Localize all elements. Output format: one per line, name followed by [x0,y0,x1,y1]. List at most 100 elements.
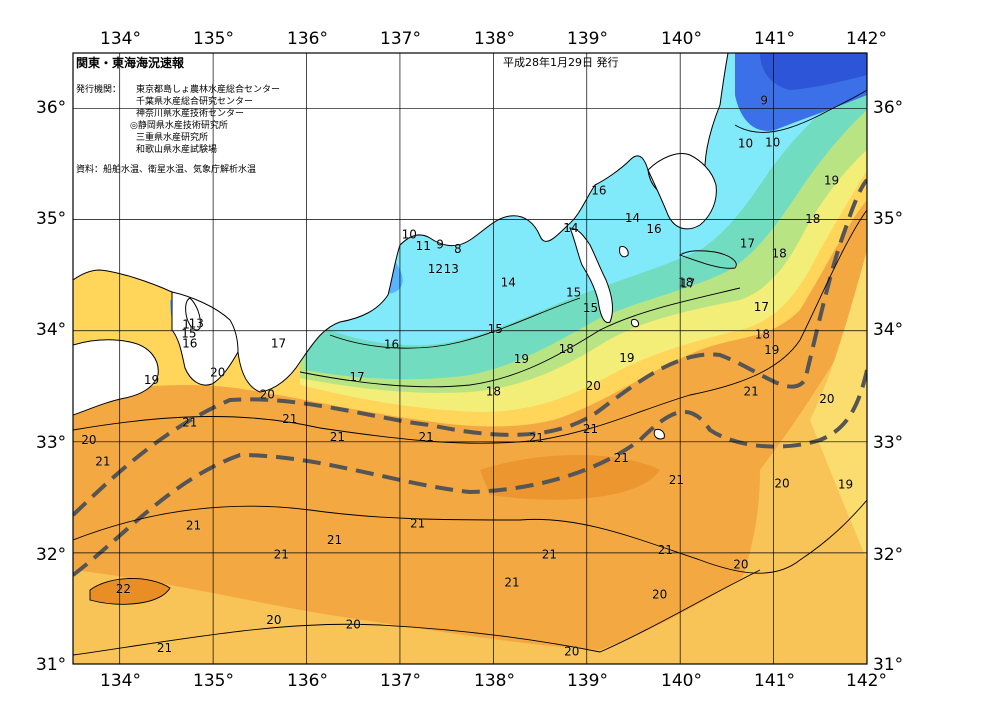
zone-20c-east [700,280,867,664]
land-izu-peninsula [569,227,614,324]
lon-label: 136° [287,29,328,49]
isotherm-label: 20 [819,392,834,406]
lat-label: 35° [36,209,66,229]
isotherm-label: 16 [646,222,661,236]
isotherm-label: 15 [583,301,598,315]
isotherm-label: 21 [410,517,425,531]
issue-date: 平成28年1月29日 発行 [503,55,619,69]
lon-label: 135° [193,29,234,49]
isotherm-label: 15 [566,285,581,299]
isotherm-label: 14 [501,275,516,289]
isotherm-label: 10 [738,137,753,151]
isotherm-lines [73,89,867,656]
isotherm-label: 16 [182,337,197,351]
isotherm-label: 20 [586,379,601,393]
isotherm-label: 21 [669,473,684,487]
lat-label: 34° [873,320,903,340]
data-source: 資料：船舶水温、衛星水温、気象庁解析水温 [76,163,256,175]
lat-label: 33° [36,433,66,453]
isotherm-label: 16 [591,183,606,197]
isotherm-label: 20 [564,644,579,658]
lon-label: 137° [380,671,421,691]
kuroshio-axis-south [73,369,867,577]
lat-label: 31° [36,655,66,675]
isotherm-label: 15 [181,327,196,341]
isotherm-label: 10 [765,135,780,149]
lon-label: 139° [567,671,608,691]
isotherm-label: 1 [182,318,190,332]
zone-19c-east [810,250,867,560]
isotherm-label: 9 [760,93,768,107]
land-miyake [631,319,639,328]
isotherm-label: 21 [658,543,673,557]
isotherm-label: 21 [157,641,172,655]
lon-label: 139° [567,29,608,49]
isotherm-label: 18 [755,328,770,342]
isotherm-label: 19 [838,478,853,492]
kuroshio-axis-north [73,178,867,517]
isotherm-label: 21 [330,430,345,444]
lat-label: 33° [873,433,903,453]
lon-label: 134° [100,671,141,691]
isotherm-label: 18 [486,384,501,398]
isotherm-label: 14 [625,211,640,225]
isotherm-label: 17 [271,337,286,351]
issuer-item: ◎静岡県水産技術研究所 [130,119,228,131]
lon-label: 140° [661,671,702,691]
lat-label: 34° [36,320,66,340]
isotherm-label: 19 [514,352,529,366]
land-awaji [185,297,201,331]
land-shikoku [73,339,159,416]
map-header: 関東・東海海況速報 平成28年1月29日 発行 発行機関： 東京都島しょ農林水産… [76,55,619,175]
lon-label: 135° [193,671,234,691]
isotherm-label: 21 [744,384,759,398]
land-hachijo [653,429,665,440]
lat-labels-left: 36° 35° 34° 33° 32° 31° [36,98,66,675]
isotherm-label: 21 [186,519,201,533]
isotherm-label: 9 [436,238,444,252]
issuer-item: 三重県水産研究所 [136,131,208,143]
lat-label: 32° [873,545,903,565]
lon-label: 142° [846,671,887,691]
lat-label: 32° [36,545,66,565]
issuer-item: 神奈川県水産技術センター [136,107,244,119]
lon-labels-bottom: 134° 135° 136° 137° 138° 139° 140° 141° … [100,671,887,691]
lat-label: 31° [873,655,903,675]
zone-9c-northeast [760,53,867,90]
isotherm-label: 21 [95,454,110,468]
isotherm-label: 21 [529,431,544,445]
lon-labels-top: 134° 135° 136° 137° 138° 139° 140° 141° … [100,29,887,49]
isotherm-label: 20 [733,558,748,572]
isotherm-label: 16 [384,338,399,352]
isotherm-label: 20 [346,618,361,632]
lat-label: 36° [36,98,66,118]
isotherm-label: 21 [274,548,289,562]
isotherm-label: 11 [416,239,431,253]
isotherm-label: 19 [764,343,779,357]
map-title: 関東・東海海況速報 [76,55,185,70]
isotherm-label: 18 [678,275,693,289]
lat-label: 35° [873,209,903,229]
isotherm-label: 18 [559,342,574,356]
zone-20c-south [73,490,867,664]
graticule [73,53,867,664]
isotherm-label: 21 [583,422,598,436]
isotherm-label: 19 [144,373,159,387]
isotherm-label: 20 [210,365,225,379]
isotherm-label: 20 [774,477,789,491]
zone-22c [90,578,170,605]
isotherm-label: 17 [680,277,695,291]
isotherm-label: 20 [652,588,667,602]
isotherm-label: 15 [488,322,503,336]
land-oshima [619,246,629,258]
issuer-item: 千葉県水産総合研究センター [136,95,253,107]
isotherm-label: 12 [428,262,443,276]
isotherm-label: 21 [542,548,557,562]
isotherm-label: 21 [614,451,629,465]
lon-label: 137° [380,29,421,49]
lat-label: 36° [873,98,903,118]
isotherm-label: 22 [116,582,131,596]
lon-label: 141° [754,671,795,691]
